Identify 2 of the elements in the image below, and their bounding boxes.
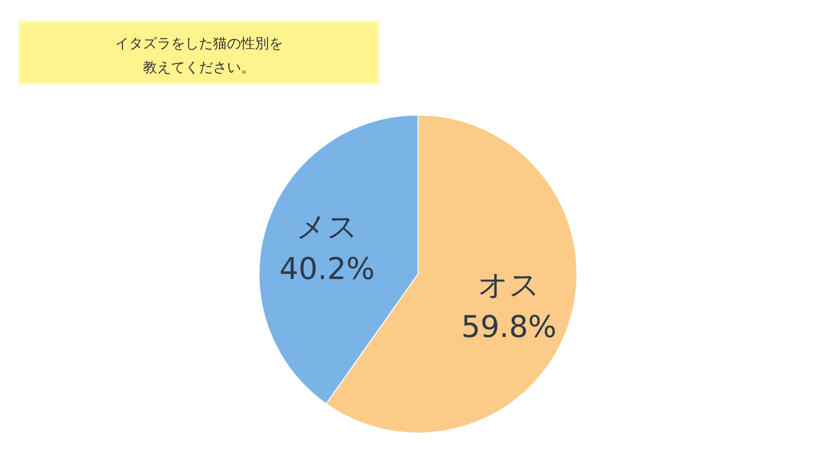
chart-title: イタズラをした猫の性別を教えてください。 bbox=[115, 36, 283, 76]
title: イタズラをした猫の性別を教えてください。 bbox=[18, 20, 380, 84]
